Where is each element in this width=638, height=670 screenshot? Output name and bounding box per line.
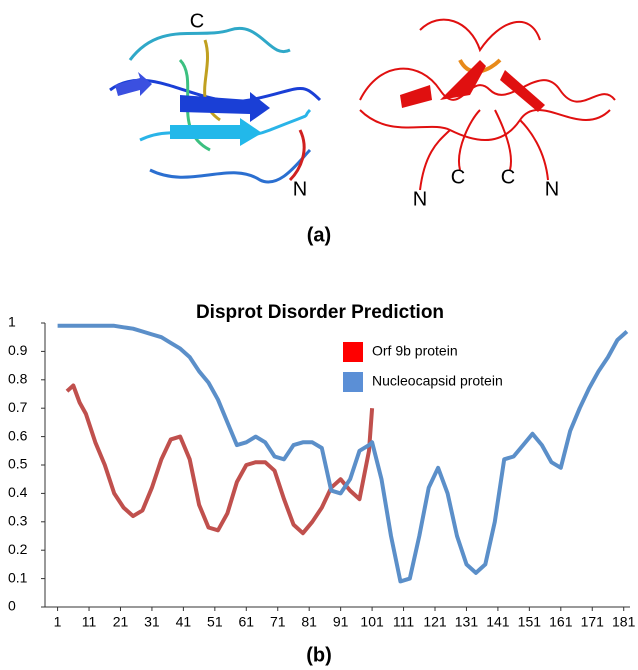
x-tick-label: 161 — [549, 614, 573, 630]
annotation: N — [413, 188, 427, 210]
y-tick-label: 0.4 — [8, 484, 28, 500]
legend-swatch — [343, 372, 363, 392]
x-tick-label: 61 — [239, 614, 255, 630]
y-tick-label: 0.5 — [8, 456, 28, 472]
x-tick-label: 151 — [518, 614, 542, 630]
y-tick-label: 0 — [8, 598, 16, 614]
x-tick-label: 71 — [270, 614, 286, 630]
y-tick-label: 0.8 — [8, 371, 28, 387]
y-tick-label: 0.7 — [8, 399, 28, 415]
panel-label: (a) — [307, 224, 331, 246]
annotation: C — [190, 10, 204, 32]
y-tick-label: 0.1 — [8, 569, 28, 585]
x-tick-label: 31 — [144, 614, 160, 630]
legend-label: Nucleocapsid protein — [372, 373, 503, 389]
y-tick-label: 0.6 — [8, 427, 28, 443]
y-tick-label: 0.2 — [8, 541, 28, 557]
panel-label: (b) — [306, 644, 332, 666]
annotation: C — [501, 166, 515, 188]
x-tick-label: 141 — [486, 614, 510, 630]
x-tick-label: 101 — [360, 614, 384, 630]
x-tick-label: 171 — [581, 614, 605, 630]
annotation: N — [293, 178, 307, 200]
x-tick-label: 121 — [423, 614, 447, 630]
y-tick-label: 0.3 — [8, 513, 28, 529]
protein-structure-right — [359, 18, 616, 191]
legend-label: Orf 9b protein — [372, 343, 458, 359]
x-tick-label: 91 — [333, 614, 349, 630]
annotation: C — [451, 166, 465, 188]
x-tick-label: 111 — [393, 614, 414, 630]
series-line — [57, 323, 629, 584]
x-tick-label: 11 — [82, 614, 97, 630]
x-tick-label: 21 — [113, 614, 129, 630]
legend-swatch — [343, 342, 363, 362]
x-tick-label: 131 — [455, 614, 479, 630]
x-tick-label: 81 — [301, 614, 317, 630]
y-tick-label: 0.9 — [8, 342, 28, 358]
x-tick-label: 51 — [207, 614, 223, 630]
protein-structure-left — [109, 26, 322, 184]
x-tick-label: 181 — [612, 614, 636, 630]
series-line — [65, 383, 375, 536]
x-tick-label: 41 — [176, 614, 192, 630]
annotation: N — [545, 178, 559, 200]
y-tick-label: 1 — [8, 314, 16, 330]
x-tick-label: 1 — [54, 614, 62, 630]
chart-title: Disprot Disorder Prediction — [196, 302, 444, 323]
